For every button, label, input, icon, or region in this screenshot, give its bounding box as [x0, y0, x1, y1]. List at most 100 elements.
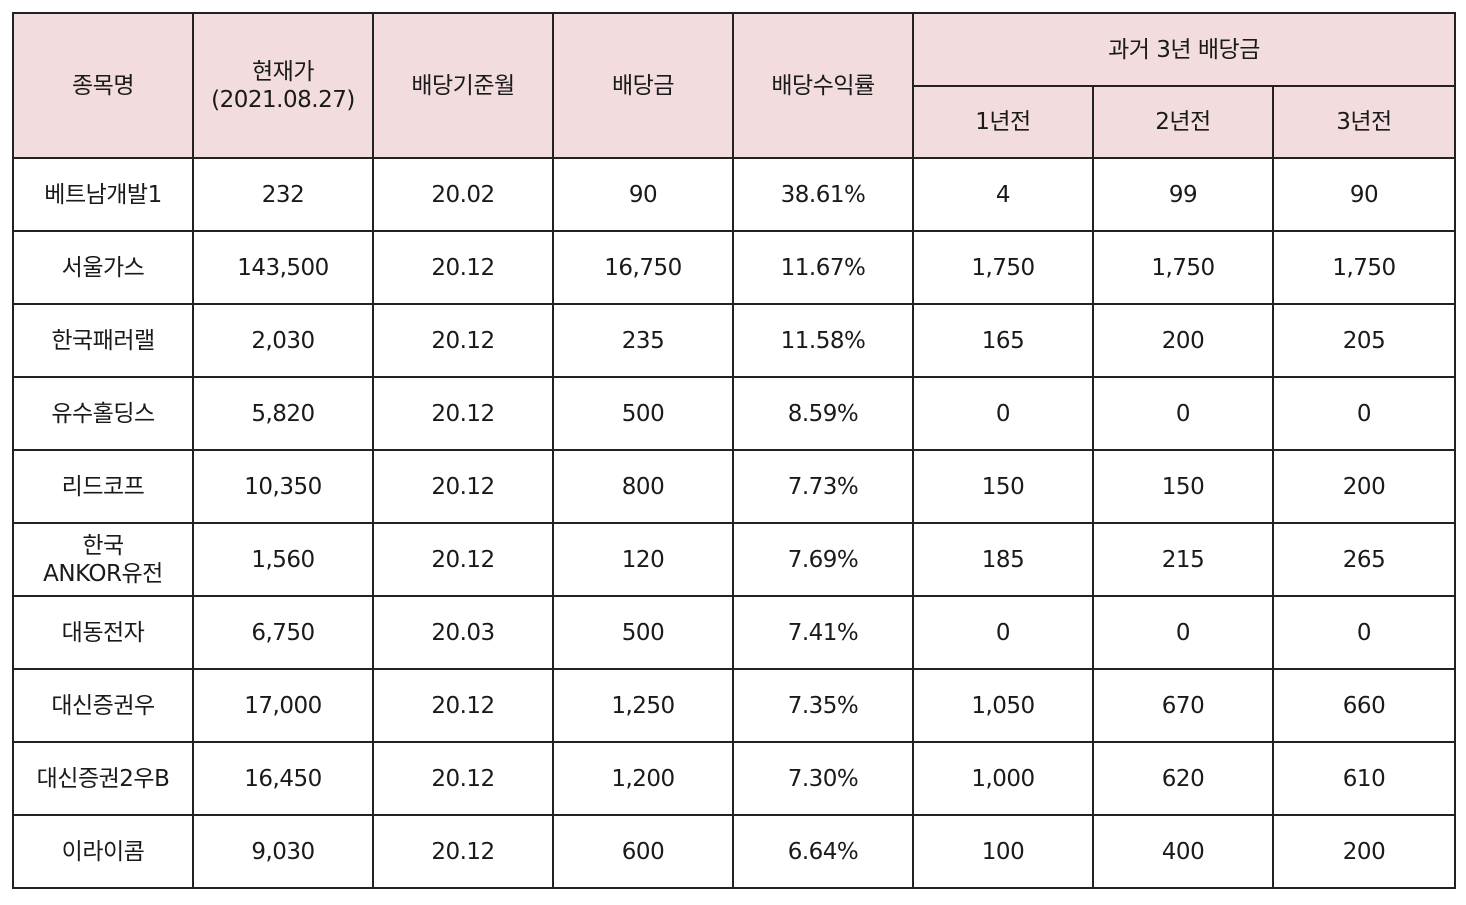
yield-cell: 7.73% — [732, 449, 914, 524]
header-name: 종목명 — [12, 12, 194, 159]
y3-cell: 0 — [1272, 595, 1456, 670]
stock-name-line: 이라이콤 — [61, 838, 145, 865]
yield-cell: 11.67% — [732, 230, 914, 305]
table-row: 베트남개발1 232 20.02 90 38.61% 4 99 90 — [12, 157, 1456, 232]
price-cell: 16,450 — [192, 741, 374, 816]
table-row: 유수홀딩스 5,820 20.12 500 8.59% 0 0 0 — [12, 376, 1456, 451]
stock-name-cell: 유수홀딩스 — [12, 376, 194, 451]
y3-cell: 610 — [1272, 741, 1456, 816]
table-row: 서울가스 143,500 20.12 16,750 11.67% 1,750 1,750 1,… — [12, 230, 1456, 305]
stock-name-cell: 리드코프 — [12, 449, 194, 524]
table-row: 대동전자 6,750 20.03 500 7.41% 0 0 0 — [12, 595, 1456, 670]
stock-name-cell: 한국패러랠 — [12, 303, 194, 378]
price-cell: 232 — [192, 157, 374, 232]
dividend-cell: 600 — [552, 814, 734, 889]
dividend-cell: 235 — [552, 303, 734, 378]
y1-cell: 1,050 — [912, 668, 1094, 743]
base-month-cell: 20.03 — [372, 595, 554, 670]
stock-name-cell: 대동전자 — [12, 595, 194, 670]
table-row: 한국패러랠 2,030 20.12 235 11.58% 165 200 205 — [12, 303, 1456, 378]
table-row: 대신증권우 17,000 20.12 1,250 7.35% 1,050 670 660 — [12, 668, 1456, 743]
stock-name-line: 베트남개발1 — [44, 181, 162, 208]
price-cell: 17,000 — [192, 668, 374, 743]
base-month-cell: 20.02 — [372, 157, 554, 232]
dividend-cell: 1,200 — [552, 741, 734, 816]
y3-cell: 660 — [1272, 668, 1456, 743]
dividend-cell: 90 — [552, 157, 734, 232]
yield-cell: 7.41% — [732, 595, 914, 670]
y2-cell: 215 — [1092, 522, 1274, 597]
dividend-cell: 1,250 — [552, 668, 734, 743]
y1-cell: 1,750 — [912, 230, 1094, 305]
y3-cell: 1,750 — [1272, 230, 1456, 305]
header-y2: 2년전 — [1092, 85, 1274, 159]
y2-cell: 400 — [1092, 814, 1274, 889]
base-month-cell: 20.12 — [372, 376, 554, 451]
header-y3: 3년전 — [1272, 85, 1456, 159]
yield-cell: 11.58% — [732, 303, 914, 378]
header-row-top: 종목명 현재가 (2021.08.27) 배당기준월 배당금 배당수익률 과거 … — [12, 12, 1456, 159]
price-cell: 10,350 — [192, 449, 374, 524]
y1-cell: 0 — [912, 376, 1094, 451]
price-cell: 5,820 — [192, 376, 374, 451]
base-month-cell: 20.12 — [372, 741, 554, 816]
price-cell: 2,030 — [192, 303, 374, 378]
stock-name-cell: 대신증권우 — [12, 668, 194, 743]
header-row-sub: 1년전 2년전 3년전 — [13, 85, 1456, 159]
base-month-cell: 20.12 — [372, 814, 554, 889]
stock-name-line: 한국패러랠 — [51, 327, 155, 354]
y1-cell: 0 — [912, 595, 1094, 670]
header-price: 현재가 (2021.08.27) — [192, 12, 374, 159]
stock-name-cell: 대신증권2우B — [12, 741, 194, 816]
table-row: 대신증권2우B 16,450 20.12 1,200 7.30% 1,000 620 610 — [12, 741, 1456, 816]
header-past-group: 과거 3년 배당금 — [912, 12, 1456, 87]
price-cell: 1,560 — [192, 522, 374, 597]
price-cell: 9,030 — [192, 814, 374, 889]
header-y1: 1년전 — [912, 85, 1094, 159]
header-dividend: 배당금 — [552, 12, 734, 159]
table-row: 리드코프 10,350 20.12 800 7.73% 150 150 200 — [12, 449, 1456, 524]
y2-cell: 0 — [1092, 376, 1274, 451]
stock-name-cell: 한국 ANKOR유전 — [12, 522, 194, 597]
base-month-cell: 20.12 — [372, 303, 554, 378]
y1-cell: 150 — [912, 449, 1094, 524]
price-cell: 6,750 — [192, 595, 374, 670]
y1-cell: 100 — [912, 814, 1094, 889]
stock-name-cell: 서울가스 — [12, 230, 194, 305]
yield-cell: 38.61% — [732, 157, 914, 232]
y2-cell: 150 — [1092, 449, 1274, 524]
price-cell: 143,500 — [192, 230, 374, 305]
dividend-cell: 120 — [552, 522, 734, 597]
header-price-date: (2021.08.27) — [211, 86, 355, 113]
header-base-month: 배당기준월 — [372, 12, 554, 159]
y3-cell: 205 — [1272, 303, 1456, 378]
base-month-cell: 20.12 — [372, 230, 554, 305]
yield-cell: 7.35% — [732, 668, 914, 743]
dividend-cell: 16,750 — [552, 230, 734, 305]
y3-cell: 200 — [1272, 814, 1456, 889]
yield-cell: 6.64% — [732, 814, 914, 889]
y1-cell: 4 — [912, 157, 1094, 232]
stock-name-line: 유수홀딩스 — [51, 400, 155, 427]
yield-cell: 7.69% — [732, 522, 914, 597]
stock-name-line: 대신증권2우B — [36, 765, 170, 792]
y2-cell: 99 — [1092, 157, 1274, 232]
stock-name-cell: 베트남개발1 — [12, 157, 194, 232]
y1-cell: 1,000 — [912, 741, 1094, 816]
stock-name-line: ANKOR유전 — [43, 560, 163, 587]
yield-cell: 8.59% — [732, 376, 914, 451]
y1-cell: 165 — [912, 303, 1094, 378]
dividend-cell: 500 — [552, 376, 734, 451]
stock-name-line: 리드코프 — [61, 473, 145, 500]
base-month-cell: 20.12 — [372, 449, 554, 524]
yield-cell: 7.30% — [732, 741, 914, 816]
header-yield: 배당수익률 — [732, 12, 914, 159]
y2-cell: 620 — [1092, 741, 1274, 816]
stock-name-cell: 이라이콤 — [12, 814, 194, 889]
table-row: 한국 ANKOR유전 1,560 20.12 120 7.69% 185 215 265 — [12, 522, 1456, 597]
stock-name-line: 대동전자 — [61, 619, 145, 646]
table-header: 종목명 현재가 (2021.08.27) 배당기준월 배당금 배당수익률 과거 … — [12, 12, 1456, 159]
table-row: 이라이콤 9,030 20.12 600 6.64% 100 400 200 — [12, 814, 1456, 889]
stock-name-line: 서울가스 — [61, 254, 145, 281]
header-price-label: 현재가 — [252, 58, 314, 85]
